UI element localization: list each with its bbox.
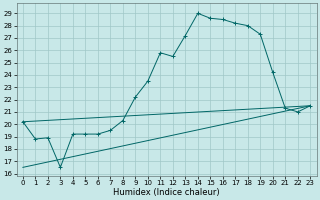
X-axis label: Humidex (Indice chaleur): Humidex (Indice chaleur) xyxy=(113,188,220,197)
